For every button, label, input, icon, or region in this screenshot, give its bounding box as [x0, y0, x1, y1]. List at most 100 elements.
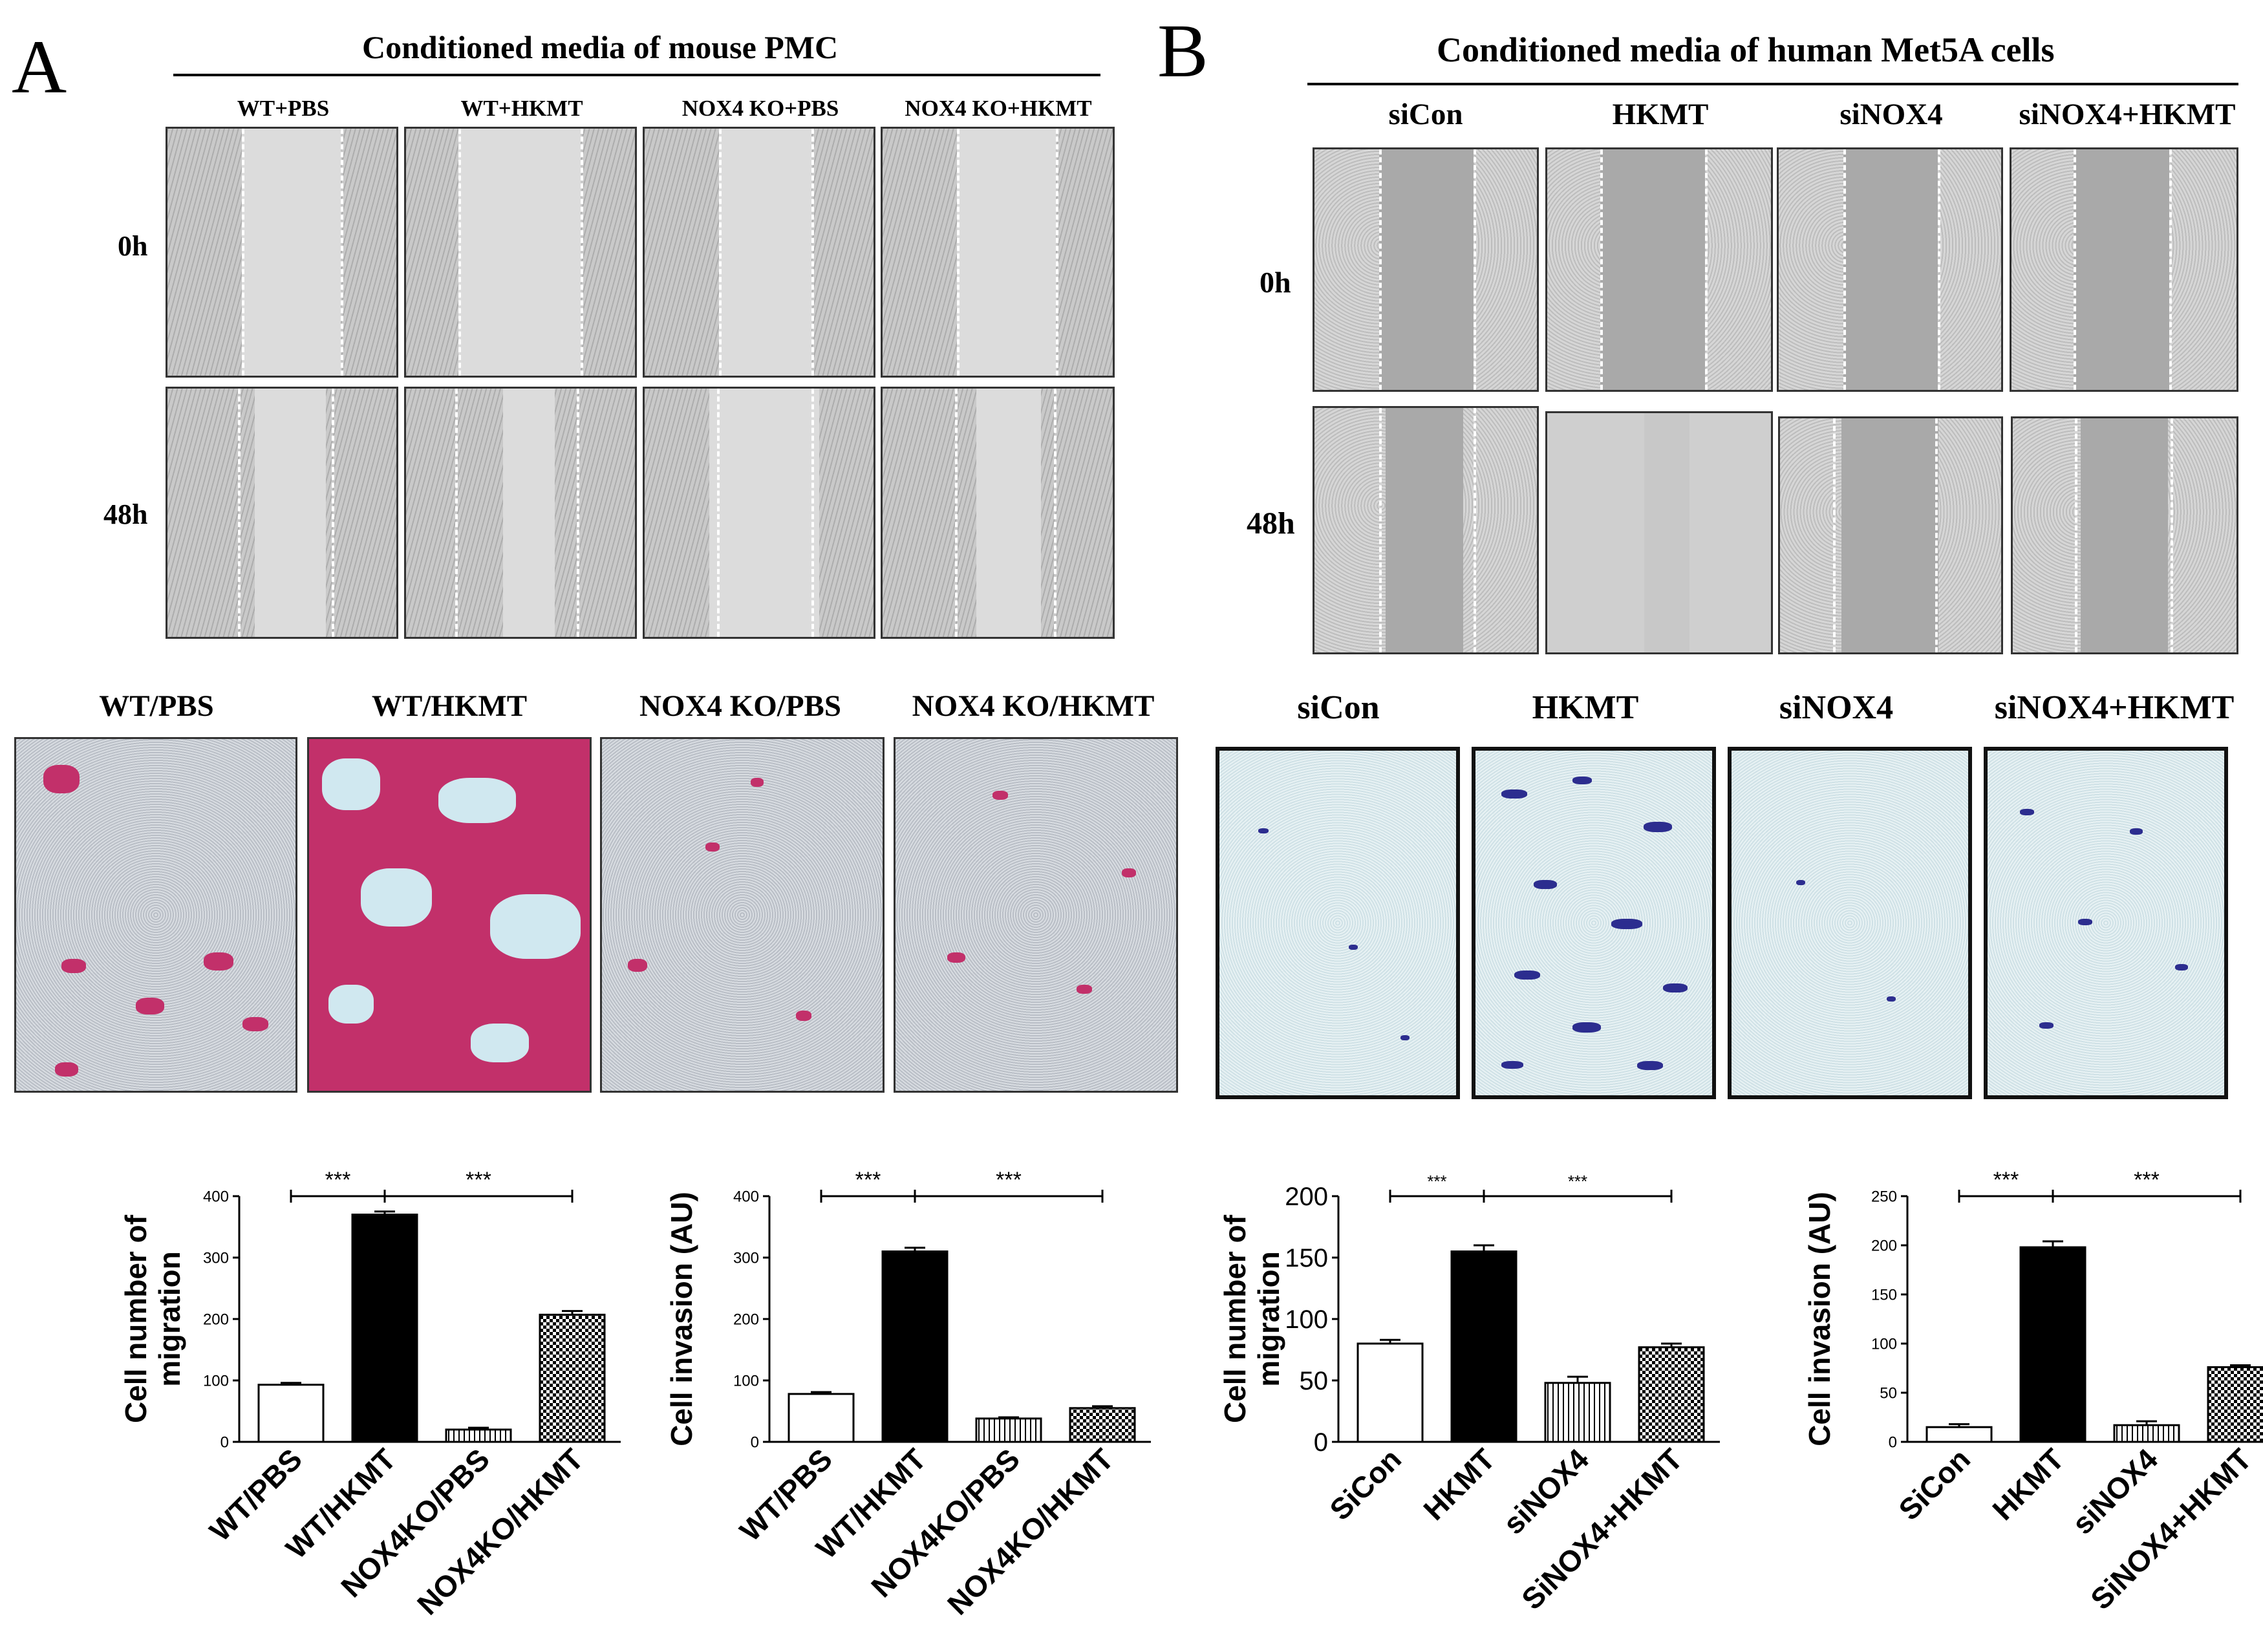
- y-tick-label: 300: [733, 1249, 759, 1267]
- bar: [1069, 1407, 1136, 1443]
- bar: [1638, 1346, 1705, 1443]
- y-tick-label: 0: [1889, 1433, 1897, 1451]
- bar: [257, 1384, 325, 1443]
- col-label-a-1: WT+PBS: [237, 96, 330, 121]
- bar: [1544, 1382, 1611, 1443]
- y-tick-label: 100: [1285, 1305, 1328, 1334]
- significance-label: ***: [466, 1168, 491, 1192]
- significance-label: ***: [855, 1168, 881, 1192]
- invasion-image-nox4ko-pbs: [600, 737, 885, 1093]
- row-label-b-0h: 0h: [1260, 266, 1291, 299]
- y-axis-label: Cell invasion (AU): [665, 1192, 698, 1446]
- panel-b-title: Conditioned media of human Met5A cells: [1437, 30, 2055, 69]
- chart-mouse-invasion: 0 100 200 300 400 Cell invasion (AU) WT/PBS WT/…: [621, 1138, 1151, 1649]
- wound-image-sicon-0h: [1313, 147, 1539, 392]
- bar: [539, 1313, 606, 1443]
- wound-image-nox4ko-hkmt-48h: [881, 387, 1115, 639]
- x-tick-label: SiNOX4+HKMT: [1515, 1442, 1689, 1616]
- wound-image-wt-hkmt-48h: [404, 387, 637, 639]
- invasion-label-b-4: siNOX4+HKMT: [1994, 689, 2235, 726]
- col-label-a-2: WT+HKMT: [460, 96, 583, 121]
- significance-label: ***: [1568, 1172, 1587, 1191]
- invasion-image-wt-hkmt: [307, 737, 592, 1093]
- x-tick-label: HKMT: [1986, 1442, 2070, 1527]
- chart-human-migration: 0 50 100 150 200 Cell number ofmigration SiCon…: [1190, 1138, 1720, 1649]
- wound-image-hkmt-48h: [1545, 411, 1773, 654]
- y-tick-label: 400: [203, 1188, 229, 1205]
- significance-label: ***: [325, 1168, 351, 1192]
- y-tick-label: 300: [203, 1249, 229, 1267]
- wound-image-hkmt-0h: [1545, 147, 1773, 392]
- invasion-image-sicon: [1216, 747, 1460, 1099]
- bar: [881, 1250, 949, 1443]
- y-axis-label: Cell invasion (AU): [1803, 1192, 1836, 1446]
- x-tick-label: SiNOX4+HKMT: [2084, 1442, 2258, 1616]
- y-tick-label: 150: [1285, 1244, 1328, 1272]
- y-tick-label: 100: [203, 1372, 229, 1389]
- bar: [1357, 1342, 1424, 1443]
- y-tick-label: 100: [1871, 1335, 1897, 1353]
- col-label-a-3: NOX4 KO+PBS: [681, 96, 839, 121]
- panel-letter-b: B: [1157, 8, 1208, 93]
- bar: [2207, 1366, 2263, 1443]
- chart-human-invasion: 0 50 100 150 200 250 Cell invasion (AU) SiCon HK…: [1759, 1138, 2263, 1649]
- bar: [2019, 1246, 2086, 1443]
- col-label-b-1: siCon: [1388, 98, 1463, 131]
- bar: [445, 1428, 512, 1443]
- y-tick-label: 150: [1871, 1286, 1897, 1303]
- chart-human-invasion-svg: 0 50 100 150 200 250 Cell invasion (AU) SiCon HK…: [1803, 1168, 2263, 1616]
- significance-label: ***: [1993, 1168, 2019, 1192]
- x-tick-label: SiCon: [1892, 1442, 1977, 1527]
- panel-letter-a: A: [12, 25, 67, 109]
- wound-image-nox4ko-hkmt-0h: [881, 127, 1115, 378]
- invasion-image-hkmt: [1472, 747, 1716, 1099]
- wound-image-sinox4-hkmt-48h: [2011, 416, 2238, 654]
- row-label-b-48h: 48h: [1247, 506, 1295, 541]
- significance-label: ***: [1427, 1172, 1446, 1191]
- invasion-label-a-4: NOX4 KO/HKMT: [912, 689, 1155, 723]
- col-label-b-2: HKMT: [1612, 98, 1709, 131]
- y-tick-label: 200: [1285, 1183, 1328, 1211]
- x-tick-label: SiCon: [1323, 1442, 1408, 1527]
- wound-image-wt-pbs-48h: [166, 387, 398, 639]
- y-axis-label-line1: Cell number of: [1218, 1214, 1252, 1423]
- wound-image-sicon-48h: [1313, 406, 1539, 654]
- bar: [351, 1214, 418, 1443]
- bar: [1925, 1426, 1993, 1443]
- bar: [2113, 1424, 2180, 1443]
- invasion-label-a-2: WT/HKMT: [371, 689, 528, 723]
- y-tick-label: 50: [1300, 1367, 1329, 1395]
- y-tick-label: 0: [220, 1433, 229, 1451]
- x-tick-label: NOX4KO/HKMT: [411, 1442, 590, 1621]
- y-tick-label: 0: [751, 1433, 759, 1451]
- y-tick-label: 100: [733, 1372, 759, 1389]
- invasion-label-b-2: HKMT: [1532, 689, 1639, 726]
- panel-b-title-rule: [1307, 83, 2238, 85]
- chart-mouse-migration: 0 100 200 300 400 Cell number ofmigration WT/P…: [91, 1138, 621, 1649]
- y-tick-label: 400: [733, 1188, 759, 1205]
- bar: [1450, 1250, 1518, 1443]
- invasion-image-sinox4-hkmt: [1984, 747, 2228, 1099]
- bar: [975, 1417, 1042, 1443]
- wound-image-nox4ko-pbs-0h: [643, 127, 875, 378]
- invasion-label-b-1: siCon: [1297, 689, 1380, 726]
- wound-image-wt-hkmt-0h: [404, 127, 637, 378]
- y-axis-label-line2: migration: [153, 1251, 186, 1387]
- col-label-b-4: siNOX4+HKMT: [2019, 98, 2236, 131]
- invasion-label-b-3: siNOX4: [1779, 689, 1894, 726]
- significance-label: ***: [2134, 1168, 2160, 1192]
- y-tick-label: 200: [1871, 1237, 1897, 1254]
- panel-a-title-rule: [173, 74, 1100, 76]
- wound-image-wt-pbs-0h: [166, 127, 398, 378]
- wound-image-sinox4-0h: [1777, 147, 2003, 392]
- invasion-image-sinox4: [1728, 747, 1972, 1099]
- y-tick-label: 200: [733, 1311, 759, 1328]
- y-axis-label: Cell number ofmigration: [1218, 1214, 1285, 1423]
- y-axis-label-line1: Cell number of: [119, 1214, 153, 1423]
- significance-label: ***: [996, 1168, 1022, 1192]
- x-tick-label: HKMT: [1417, 1442, 1501, 1527]
- y-tick-label: 0: [1314, 1428, 1328, 1457]
- wound-image-nox4ko-pbs-48h: [643, 387, 875, 639]
